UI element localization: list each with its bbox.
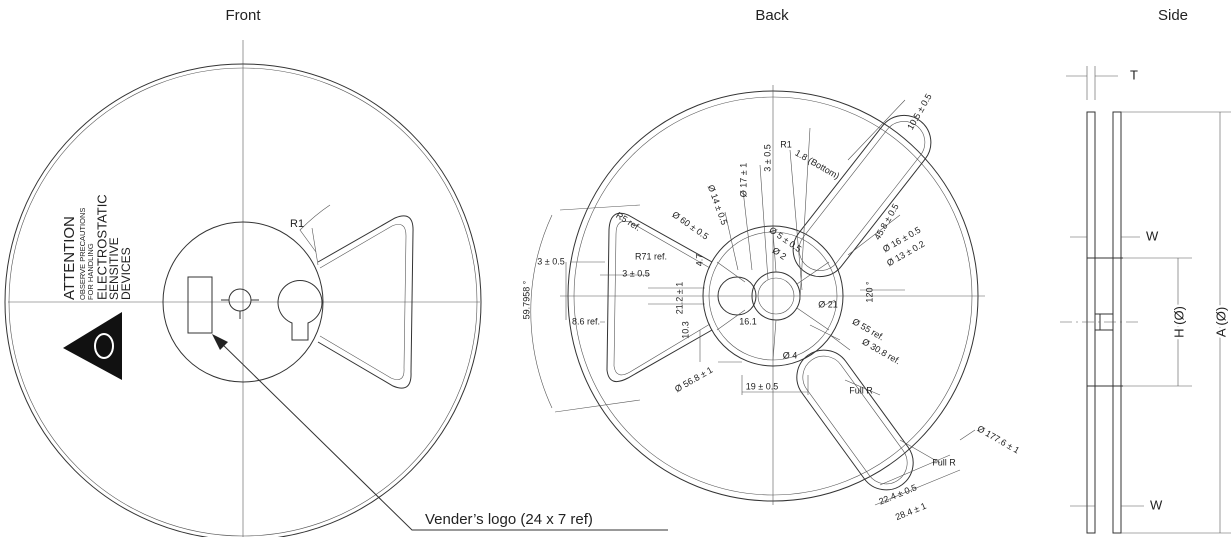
dimension-label: R1 <box>780 139 792 149</box>
dimension-label: 120 ° <box>864 281 874 303</box>
dimension-label: 10.5 ± 0.5 <box>905 92 934 132</box>
dimension-label: W <box>1146 228 1159 243</box>
dimension-label: Ø 56.8 ± 1 <box>673 365 714 395</box>
dimension-label: 28.4 ± 1 <box>894 501 928 522</box>
flange <box>1087 112 1095 533</box>
dimension-label: Ø 14 ± 0.5 <box>706 183 730 226</box>
key-hole <box>229 289 251 311</box>
drawing: Front Back Side R1 Vender’s logo (24 x 7… <box>0 0 1231 537</box>
dimension-label: H (Ø) <box>1171 306 1186 338</box>
dimension-label: 10.3 <box>680 321 690 339</box>
window-inner <box>614 221 710 375</box>
window <box>607 213 712 381</box>
dimension-label: T <box>1130 67 1138 82</box>
dimension-label: 1.8 (Bottom) <box>793 148 841 181</box>
flange <box>1113 112 1121 533</box>
dimension-label: 3 ± 0.5 <box>762 144 772 171</box>
dimension-line <box>1066 66 1231 533</box>
dimension-label: W <box>1150 497 1163 512</box>
dimension-label: 3 ± 0.5 <box>622 268 649 278</box>
key-slot <box>221 300 259 319</box>
view-title: Side <box>1158 7 1188 24</box>
dimension-label: Ø 21 <box>818 299 838 309</box>
dimension-label: 59.7958 ° <box>521 280 531 319</box>
dimension-label: 21.2 ± 1 <box>674 282 684 314</box>
dimension-label: Ø 177.6 ± 1 <box>975 423 1021 455</box>
dimension-label: Ø 17 ± 1 <box>738 163 748 197</box>
leader-line <box>218 340 668 530</box>
radius-label: R1 <box>290 218 304 230</box>
dimension-label: 22.4 ± 0.5 <box>877 482 918 506</box>
warning-text: DEVICES <box>119 247 133 300</box>
dimension-label: 3 ± 0.5 <box>537 256 564 266</box>
dimension-label: 8.6 ref. <box>572 316 600 326</box>
dimension-label: R71 ref. <box>635 251 667 261</box>
dimension-label: 19 ± 0.5 <box>746 381 778 391</box>
logo-area <box>188 277 212 333</box>
dimension-label: 16.1 <box>739 316 757 326</box>
warning-text: ATTENTION <box>61 216 78 300</box>
view-title: Front <box>225 7 261 24</box>
dimension-label: A (Ø) <box>1213 307 1228 337</box>
window-inner <box>795 348 916 492</box>
side-view: T W W H (Ø) A (Ø) <box>1060 66 1231 533</box>
view-title: Back <box>755 7 789 24</box>
drive-hole <box>278 281 322 340</box>
window <box>786 339 924 500</box>
dimension-label: R5 ref. <box>614 210 642 233</box>
dimension-label: 4.7 <box>694 254 704 267</box>
callout-label: Vender’s logo (24 x 7 ref) <box>425 511 593 528</box>
dimension-label: Ø 60 ± 0.5 <box>670 209 710 241</box>
radius-leader <box>312 228 318 265</box>
dimension-label: Full R <box>849 385 873 395</box>
dimension-label: Full R <box>932 457 956 467</box>
dimension-label: Ø 4 <box>783 350 798 360</box>
